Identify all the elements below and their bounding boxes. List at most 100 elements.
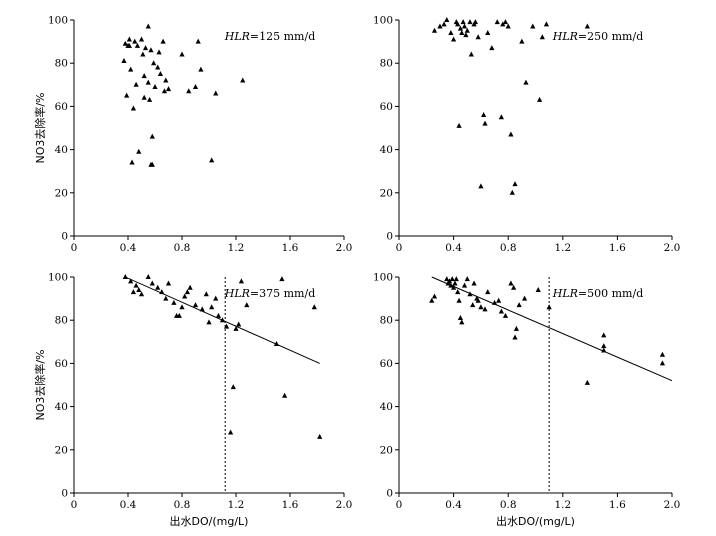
x-tick-label: 2.0: [336, 242, 353, 254]
data-point: [482, 306, 488, 312]
data-point: [452, 280, 458, 286]
data-point: [155, 64, 161, 70]
data-point: [141, 94, 147, 100]
data-point: [429, 297, 435, 303]
data-point: [464, 27, 470, 33]
data-point: [494, 19, 500, 25]
data-point: [523, 79, 529, 85]
panel-hlr-500: 0 0.4 0.8 1.2 1.6 2.0 0 20 40 60 80 100 HLR=500 mm/d…: [373, 272, 680, 529]
data-point: [543, 21, 550, 27]
data-point: [498, 114, 504, 120]
hlr-value: =500 mm/d: [578, 287, 643, 300]
y-tick-label: 40: [380, 144, 393, 156]
data-point: [478, 304, 484, 310]
data-point: [165, 280, 172, 286]
data-point: [508, 131, 514, 137]
data-point: [475, 297, 481, 303]
data-point: [141, 73, 147, 79]
data-point: [457, 25, 464, 31]
data-point: [130, 289, 136, 295]
y-tick-label: 80: [55, 58, 68, 70]
data-point: [133, 81, 139, 87]
x-tick-label: 2.0: [664, 499, 681, 511]
trend-line: [431, 276, 673, 382]
data-point: [155, 284, 161, 290]
data-point: [133, 282, 139, 288]
data-point: [176, 312, 182, 318]
y-tick-label: 60: [55, 358, 68, 370]
data-point: [536, 96, 543, 102]
data-point: [156, 49, 162, 55]
hlr-label: HLR: [224, 30, 250, 43]
y-tick-label: 20: [380, 444, 393, 456]
hlr-annotation: HLR=375 mm/d: [224, 287, 316, 300]
data-point: [124, 92, 130, 98]
data-point: [209, 304, 215, 310]
data-point: [213, 295, 219, 301]
hlr-annotation: HLR=250 mm/d: [552, 30, 644, 43]
data-point: [444, 17, 450, 22]
hlr-value: =125 mm/d: [250, 30, 315, 43]
x-tick-label: 0.4: [120, 242, 137, 254]
y-tick-label: 100: [373, 272, 393, 284]
trend-line: [125, 276, 320, 364]
data-point: [121, 58, 127, 64]
data-point: [455, 21, 461, 27]
data-point: [481, 112, 487, 118]
data-point: [233, 325, 239, 331]
data-point: [213, 90, 219, 96]
data-point: [464, 276, 470, 282]
data-point: [132, 38, 138, 44]
data-point: [502, 312, 509, 318]
data-point: [468, 51, 474, 57]
data-point: [470, 302, 476, 308]
data-point: [472, 19, 479, 25]
data-point: [129, 159, 135, 165]
x-tick-label: 0.8: [174, 499, 191, 511]
data-point: [182, 293, 188, 299]
x-tick-label: 0.4: [120, 499, 137, 511]
data-point: [446, 278, 453, 284]
data-point: [453, 276, 459, 282]
data-point: [236, 321, 242, 327]
x-axis-title: 出水DO/(mg/L): [170, 514, 249, 528]
data-point: [535, 286, 541, 292]
x-tick-label: 1.2: [228, 242, 245, 254]
data-point: [539, 34, 545, 40]
data-point: [456, 297, 462, 303]
data-point: [149, 161, 155, 167]
hlr-label: HLR: [224, 287, 250, 300]
data-point: [505, 23, 511, 29]
y-tick-label: 0: [61, 488, 68, 500]
data-point: [148, 47, 154, 53]
data-point: [601, 332, 607, 338]
data-point: [509, 189, 515, 195]
data-point: [161, 88, 168, 94]
x-tick-label: 0.8: [500, 242, 517, 254]
panel-hlr-375: 0 0.4 0.8 1.2 1.6 2.0 0 20 40 60 80 100 HLR=375 mm/d…: [33, 272, 352, 529]
y-tick-label: 0: [386, 488, 393, 500]
data-point: [513, 325, 519, 331]
y-tick-label: 60: [380, 101, 393, 113]
data-point: [519, 38, 525, 44]
y-tick-label: 20: [55, 187, 68, 199]
data-point: [149, 280, 155, 286]
data-point: [198, 66, 204, 72]
x-tick-label: 2.0: [336, 499, 353, 511]
x-tick-label: 0.4: [445, 242, 462, 254]
panel-hlr-125: 0 0.4 0.8 1.2 1.6 2.0 0 20 40 60 80 100 HLR=125 mm/d…: [33, 15, 352, 255]
data-point: [459, 29, 465, 35]
data-point: [471, 280, 477, 286]
data-point: [282, 392, 288, 398]
y-tick-label: 80: [380, 58, 393, 70]
data-point: [485, 29, 491, 35]
data-point: [192, 83, 199, 89]
y-tick-label: 100: [48, 15, 68, 27]
data-point: [147, 96, 153, 102]
y-axis-title: NO3去除率/%: [33, 92, 47, 163]
data-point: [601, 343, 607, 349]
data-point: [179, 304, 185, 310]
data-point: [456, 122, 462, 128]
data-point: [482, 120, 488, 126]
data-point: [206, 319, 212, 325]
